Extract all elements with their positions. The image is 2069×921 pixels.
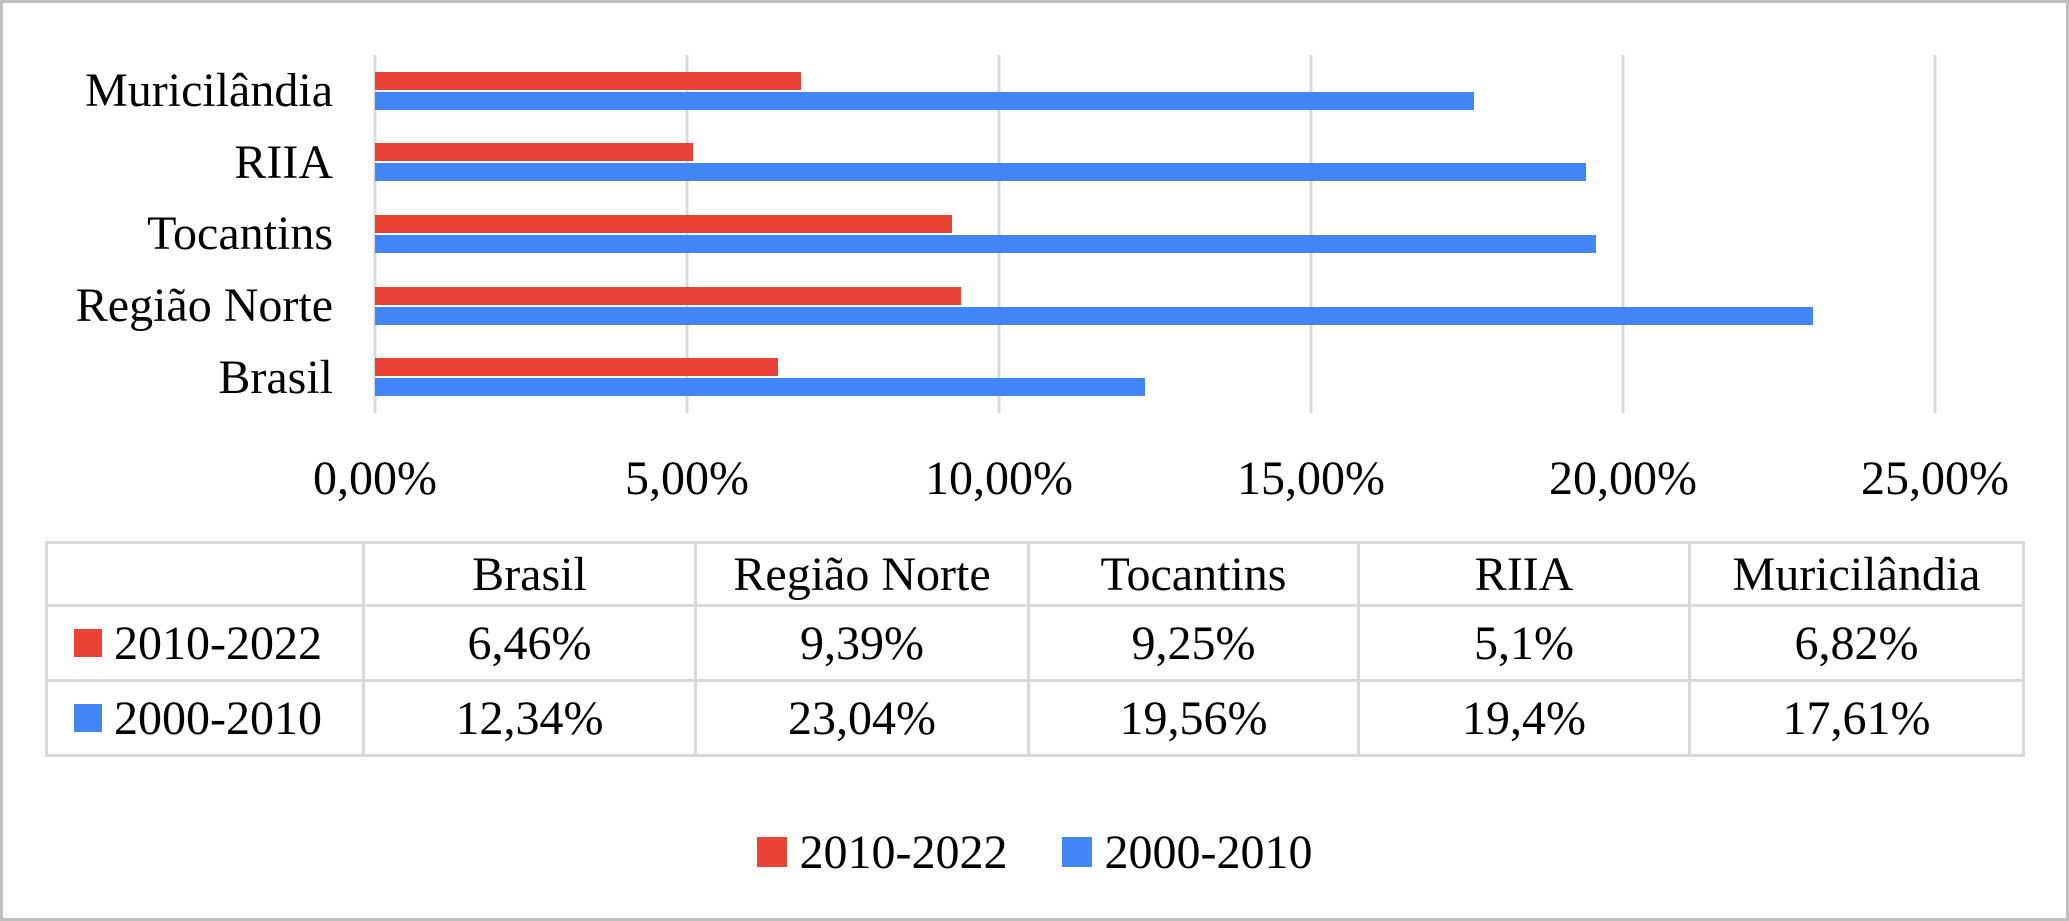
legend: 2010-2022 2000-2010 [3,823,2066,881]
bar-group-tocantins [375,198,1935,270]
bar-2010-2022-tocantins [375,214,953,233]
category-label: Muricilândia [85,64,333,118]
plot-area [373,55,1937,413]
bar-2000-2010-brasil [375,378,1146,397]
table-column-header: RIIA [1357,541,1691,607]
table-value-cell: 9,25% [1027,604,1360,682]
table-row-label: 2000-2010 [45,679,365,757]
bar-2010-2022-riia [375,143,694,162]
table-row-label-text: 2010-2022 [114,616,322,670]
bar-2010-2022-brasil [375,358,779,377]
table-value-cell: 19,4% [1357,679,1691,757]
table-column-header: Brasil [362,541,697,607]
table-value-cell: 12,34% [362,679,697,757]
bar-group-brasil [375,341,1935,413]
legend-label: 2010-2022 [799,825,1008,879]
data-table: Brasil Região Norte Tocantins RIIA Muric… [45,541,2025,757]
table-value-cell: 23,04% [694,679,1030,757]
bar-2010-2022-muricilandia [375,71,801,90]
bar-2010-2022-regiao-norte [375,286,961,305]
table-value-cell: 5,1% [1357,604,1691,682]
table-corner-cell [45,541,365,607]
category-label: Tocantins [147,207,333,261]
bar-group-riia [375,127,1935,199]
bar-2000-2010-regiao-norte [375,306,1813,325]
gridline [1309,55,1313,413]
table-column-header: Muricilândia [1688,541,2025,607]
table-value-cell: 6,46% [362,604,697,682]
gridline [685,55,689,413]
gridline [997,55,1001,413]
legend-item-2010-2022: 2010-2022 [756,825,1008,880]
series-key-swatch [74,704,102,732]
table-column-header: Região Norte [694,541,1030,607]
table-row-label: 2010-2022 [45,604,365,682]
table-value-cell: 17,61% [1688,679,2025,757]
x-tick-label: 25,00% [1861,452,2009,505]
bar-group-muricilandia [375,55,1935,127]
gridline [1621,55,1625,413]
category-labels: Muricilândia RIIA Tocantins Região Norte Bra… [3,55,353,413]
x-tick-label: 10,00% [925,452,1073,505]
x-axis: 0,00% 5,00% 10,00% 15,00% 20,00% 25,00% [313,450,2009,514]
series-key-swatch [74,629,102,657]
table-row-label-text: 2000-2010 [114,691,322,745]
table-value-cell: 9,39% [694,604,1030,682]
bar-2000-2010-tocantins [375,234,1596,253]
legend-label: 2000-2010 [1104,825,1313,879]
table-column-header: Tocantins [1027,541,1360,607]
x-tick-label: 0,00% [313,452,437,505]
bar-group-regiao-norte [375,270,1935,342]
bar-2000-2010-riia [375,163,1586,182]
legend-key-swatch [1061,837,1092,867]
legend-key-swatch [756,837,787,867]
legend-item-2000-2010: 2000-2010 [1061,825,1313,880]
category-label: Brasil [218,350,333,404]
table-value-cell: 6,82% [1688,604,2025,682]
data-table-wrap: Brasil Região Norte Tocantins RIIA Muric… [45,541,2025,757]
x-tick-label: 20,00% [1549,452,1697,505]
table-value-cell: 19,56% [1027,679,1360,757]
category-label: RIIA [234,135,333,189]
x-tick-label: 5,00% [625,452,749,505]
gridline [373,55,377,413]
bar-2000-2010-muricilandia [375,91,1474,110]
gridline [1933,55,1937,413]
bars [375,55,1935,413]
category-label: Região Norte [75,279,333,333]
x-tick-label: 15,00% [1237,452,1385,505]
